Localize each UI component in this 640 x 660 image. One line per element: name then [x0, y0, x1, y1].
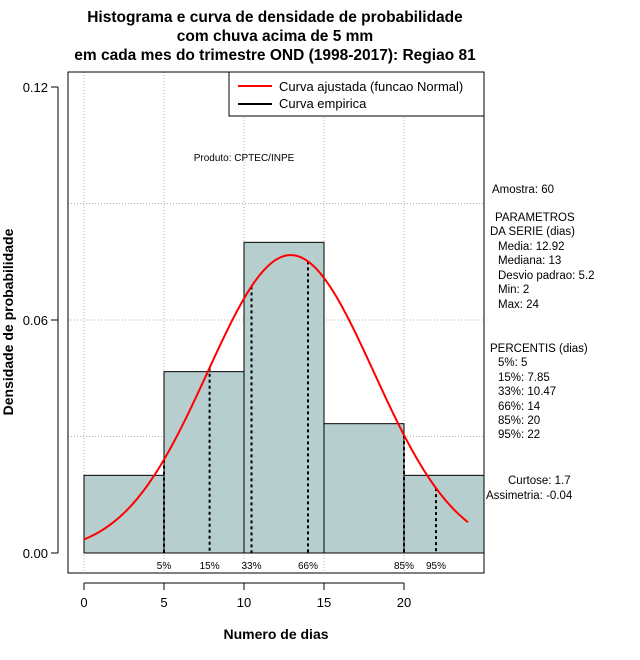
percentile-markers: 5% 15% 33% 66% 85% 95% [157, 261, 446, 572]
percentil-85: 85%: 20 [498, 415, 540, 427]
x-tick-label-4: 20 [397, 595, 411, 610]
param-min: Min: 2 [498, 284, 529, 296]
histogram-bar-3 [323, 423, 405, 554]
y-tick-label-2: 0.12 [23, 80, 48, 95]
params-title-2: DA SERIE (dias) [490, 226, 575, 238]
sample-size: Amostra: 60 [492, 184, 554, 196]
legend-label-empirical: Curva empirica [279, 96, 367, 111]
histogram-bars [83, 241, 485, 554]
x-tick-label-2: 10 [237, 595, 251, 610]
x-axis-title: Numero de dias [223, 626, 328, 642]
param-stddev: Desvio padrao: 5.2 [498, 270, 595, 282]
param-max: Max: 24 [498, 299, 540, 311]
percentil-95: 95%: 22 [498, 429, 540, 441]
histogram-bar-4 [403, 474, 485, 554]
params-title-1: PARAMETROS [495, 212, 575, 224]
y-tick-label-1: 0.06 [23, 313, 48, 328]
stats-panel: Amostra: 60 PARAMETROS DA SERIE (dias) M… [486, 184, 595, 502]
x-tick-label-1: 5 [160, 595, 167, 610]
kurtosis: Curtose: 1.7 [508, 475, 571, 487]
legend-label-fitted: Curva ajustada (funcao Normal) [279, 79, 463, 94]
param-mean: Media: 12.92 [498, 241, 565, 253]
percentile-label-0: 5% [157, 561, 172, 572]
x-tick-label-0: 0 [80, 595, 87, 610]
percentile-label-4: 85% [394, 561, 414, 572]
percentil-66: 66%: 14 [498, 401, 541, 413]
legend-box [228, 71, 485, 117]
chart-title-line-3: em cada mes do trimestre OND (1998-2017)… [74, 47, 476, 64]
normal-curve [83, 254, 469, 541]
percentile-label-2: 33% [242, 561, 262, 572]
percentil-15: 15%: 7.85 [498, 372, 550, 384]
percentile-label-3: 66% [298, 561, 318, 572]
chart-title-line-2: com chuva acima de 5 mm [177, 28, 373, 45]
percentil-5: 5%: 5 [498, 357, 527, 369]
skewness: Assimetria: -0.04 [486, 490, 573, 502]
x-tick-label-3: 15 [317, 595, 331, 610]
percentil-33: 33%: 10.47 [498, 386, 556, 398]
histogram-bar-2 [243, 241, 325, 554]
percentile-label-1: 15% [200, 561, 220, 572]
percentile-label-5: 95% [426, 561, 446, 572]
legend: Curva ajustada (funcao Normal) Curva emp… [228, 71, 485, 117]
y-axis-title: Densidade de probabilidade [0, 228, 16, 415]
chart-title-line-1: Histograma e curva de densidade de proba… [87, 9, 463, 26]
percentis-title: PERCENTIS (dias) [490, 343, 588, 355]
histogram-bar-1 [163, 371, 245, 554]
param-median: Mediana: 13 [498, 255, 561, 267]
credit-text: Produto: CPTEC/INPE [194, 153, 295, 164]
axes: 0 5 10 15 20 0.00 0.06 0.12 [23, 80, 412, 610]
y-tick-label-0: 0.00 [23, 546, 48, 561]
